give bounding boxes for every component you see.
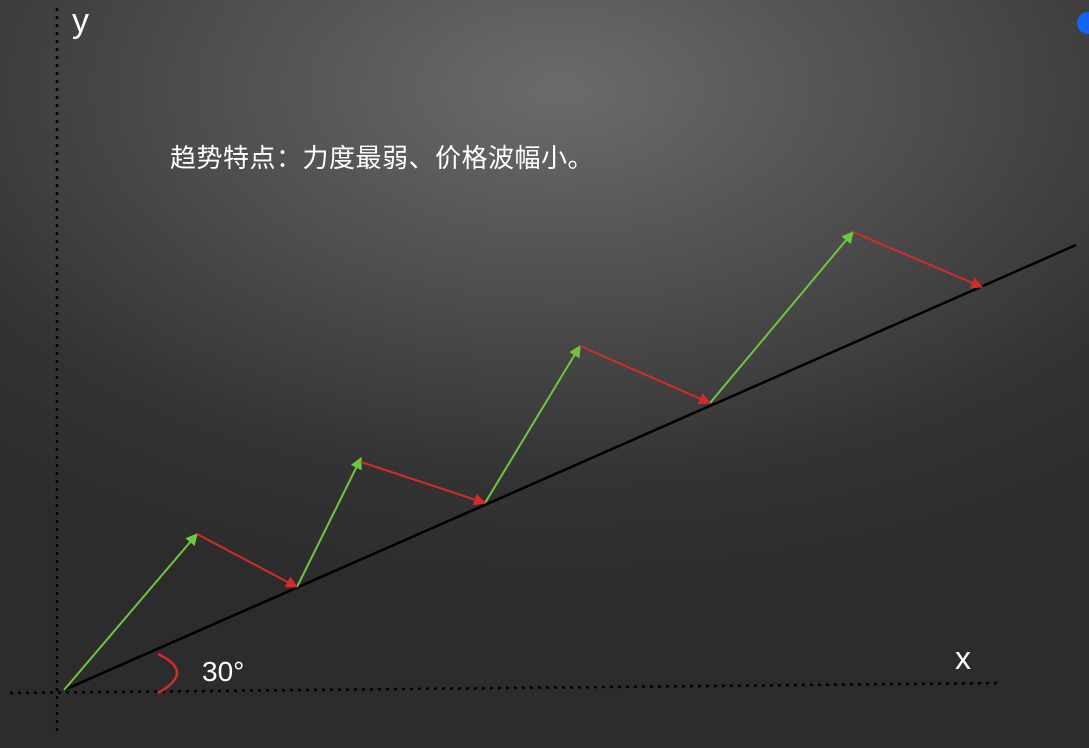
pullback-arrow [196, 533, 299, 588]
blue-dot-icon [1077, 12, 1089, 34]
x-axis-label: x [955, 640, 971, 676]
up-swing-arrow [709, 231, 854, 404]
angle-arc [157, 652, 179, 695]
x-axis [9, 681, 1003, 695]
up-swing-arrow [296, 456, 362, 588]
trend-line [63, 243, 1077, 692]
up-swing-arrow [63, 533, 198, 691]
trend-caption: 趋势特点：力度最弱、价格波幅小。 [170, 144, 595, 174]
y-axis-label: y [72, 2, 89, 40]
up-swing-arrow [484, 344, 581, 504]
angle-label: 30° [202, 656, 245, 687]
pullback-arrow [852, 231, 984, 289]
pullback-arrow [579, 345, 712, 405]
pullback-arrow [360, 461, 487, 506]
